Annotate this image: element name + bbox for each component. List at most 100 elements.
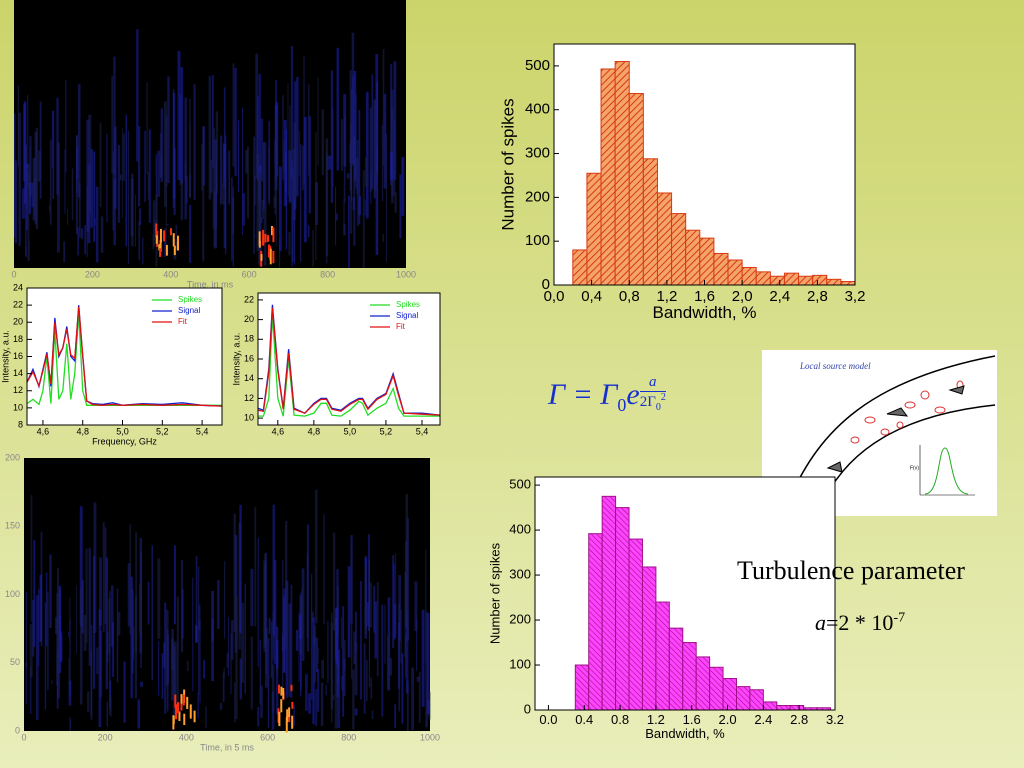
noise <box>176 596 179 716</box>
bar <box>699 237 715 286</box>
noise <box>25 662 28 668</box>
noise <box>300 592 302 690</box>
noise <box>167 76 170 184</box>
y-tick-label: 0 <box>15 725 20 735</box>
noise <box>14 160 18 244</box>
x-tick-label: 2.8 <box>790 712 808 727</box>
noise <box>315 132 317 261</box>
noise <box>255 53 259 179</box>
y-tick-label: 200 <box>5 452 20 462</box>
noise <box>165 188 167 255</box>
hot-spot <box>266 235 269 242</box>
noise <box>334 617 338 729</box>
formula-den-sup: 2 <box>660 392 666 403</box>
noise <box>401 653 404 724</box>
noise <box>358 109 361 225</box>
noise <box>116 588 119 683</box>
noise <box>415 618 418 671</box>
noise <box>398 575 401 641</box>
bar <box>641 566 657 711</box>
noise <box>343 198 345 236</box>
noise <box>385 134 388 262</box>
noise <box>86 119 90 232</box>
noise <box>52 167 55 200</box>
bar <box>769 275 785 286</box>
noise <box>262 142 265 210</box>
noise <box>47 591 49 691</box>
noise <box>211 590 215 682</box>
noise <box>353 136 356 246</box>
noise <box>241 602 244 683</box>
noise <box>260 218 263 224</box>
noise <box>376 172 379 176</box>
x-tick-label: 2.0 <box>718 712 736 727</box>
noise <box>394 192 397 213</box>
y-tick-label: 22 <box>244 294 254 304</box>
noise <box>312 617 315 725</box>
formula-num: a <box>639 374 666 392</box>
noise <box>68 631 70 637</box>
noise <box>189 98 191 199</box>
noise <box>163 101 167 207</box>
noise <box>113 126 117 209</box>
noise <box>212 127 216 230</box>
noise <box>44 602 47 710</box>
noise <box>317 77 319 166</box>
noise <box>100 216 104 253</box>
y-tick-label: 12 <box>13 385 23 395</box>
bar <box>735 686 751 711</box>
noise <box>49 554 52 629</box>
x-tick-label: 1,6 <box>694 288 715 305</box>
noise <box>233 513 236 632</box>
legend-label: Fit <box>178 317 188 326</box>
noise <box>325 684 327 696</box>
formula-den-sub: 0 <box>655 402 661 413</box>
noise <box>157 150 161 197</box>
hot-spot <box>186 696 189 709</box>
annotation-title: Turbulence parameter <box>737 556 965 585</box>
noise <box>376 81 379 187</box>
noise <box>371 74 374 189</box>
noise <box>373 99 377 198</box>
hot-spot <box>173 245 176 256</box>
bar <box>628 538 643 711</box>
noise <box>325 152 328 264</box>
noise <box>337 649 341 729</box>
noise <box>99 557 102 626</box>
y-tick-label: 20 <box>244 314 254 324</box>
noise <box>48 204 51 213</box>
y-tick-label: 10 <box>13 402 23 412</box>
noise <box>94 218 96 226</box>
x-tick-label: 4,8 <box>76 427 89 437</box>
noise <box>26 163 28 230</box>
hot-spot <box>258 240 261 248</box>
noise <box>234 682 236 723</box>
noise <box>227 617 229 677</box>
noise <box>134 194 136 248</box>
noise <box>95 186 99 263</box>
noise <box>283 588 286 673</box>
series-line <box>26 313 222 406</box>
x-tick-label: 1.6 <box>683 712 701 727</box>
series-line <box>257 307 441 416</box>
noise <box>418 672 421 724</box>
hot-spot <box>170 228 173 236</box>
noise <box>350 88 353 202</box>
noise <box>327 155 330 170</box>
noise <box>151 545 154 681</box>
y-tick-label: 400 <box>509 522 531 537</box>
noise <box>71 168 74 221</box>
noise <box>226 653 229 668</box>
noise <box>202 126 205 260</box>
noise <box>102 522 105 633</box>
bar <box>776 705 791 711</box>
noise <box>60 631 63 663</box>
noise <box>65 80 67 173</box>
noise <box>69 618 71 698</box>
x-tick-label: 4,6 <box>37 427 50 437</box>
noise <box>400 609 402 664</box>
hot-spot <box>285 716 288 733</box>
noise <box>279 240 281 268</box>
noise <box>234 534 238 653</box>
legend-label: Signal <box>396 311 418 320</box>
